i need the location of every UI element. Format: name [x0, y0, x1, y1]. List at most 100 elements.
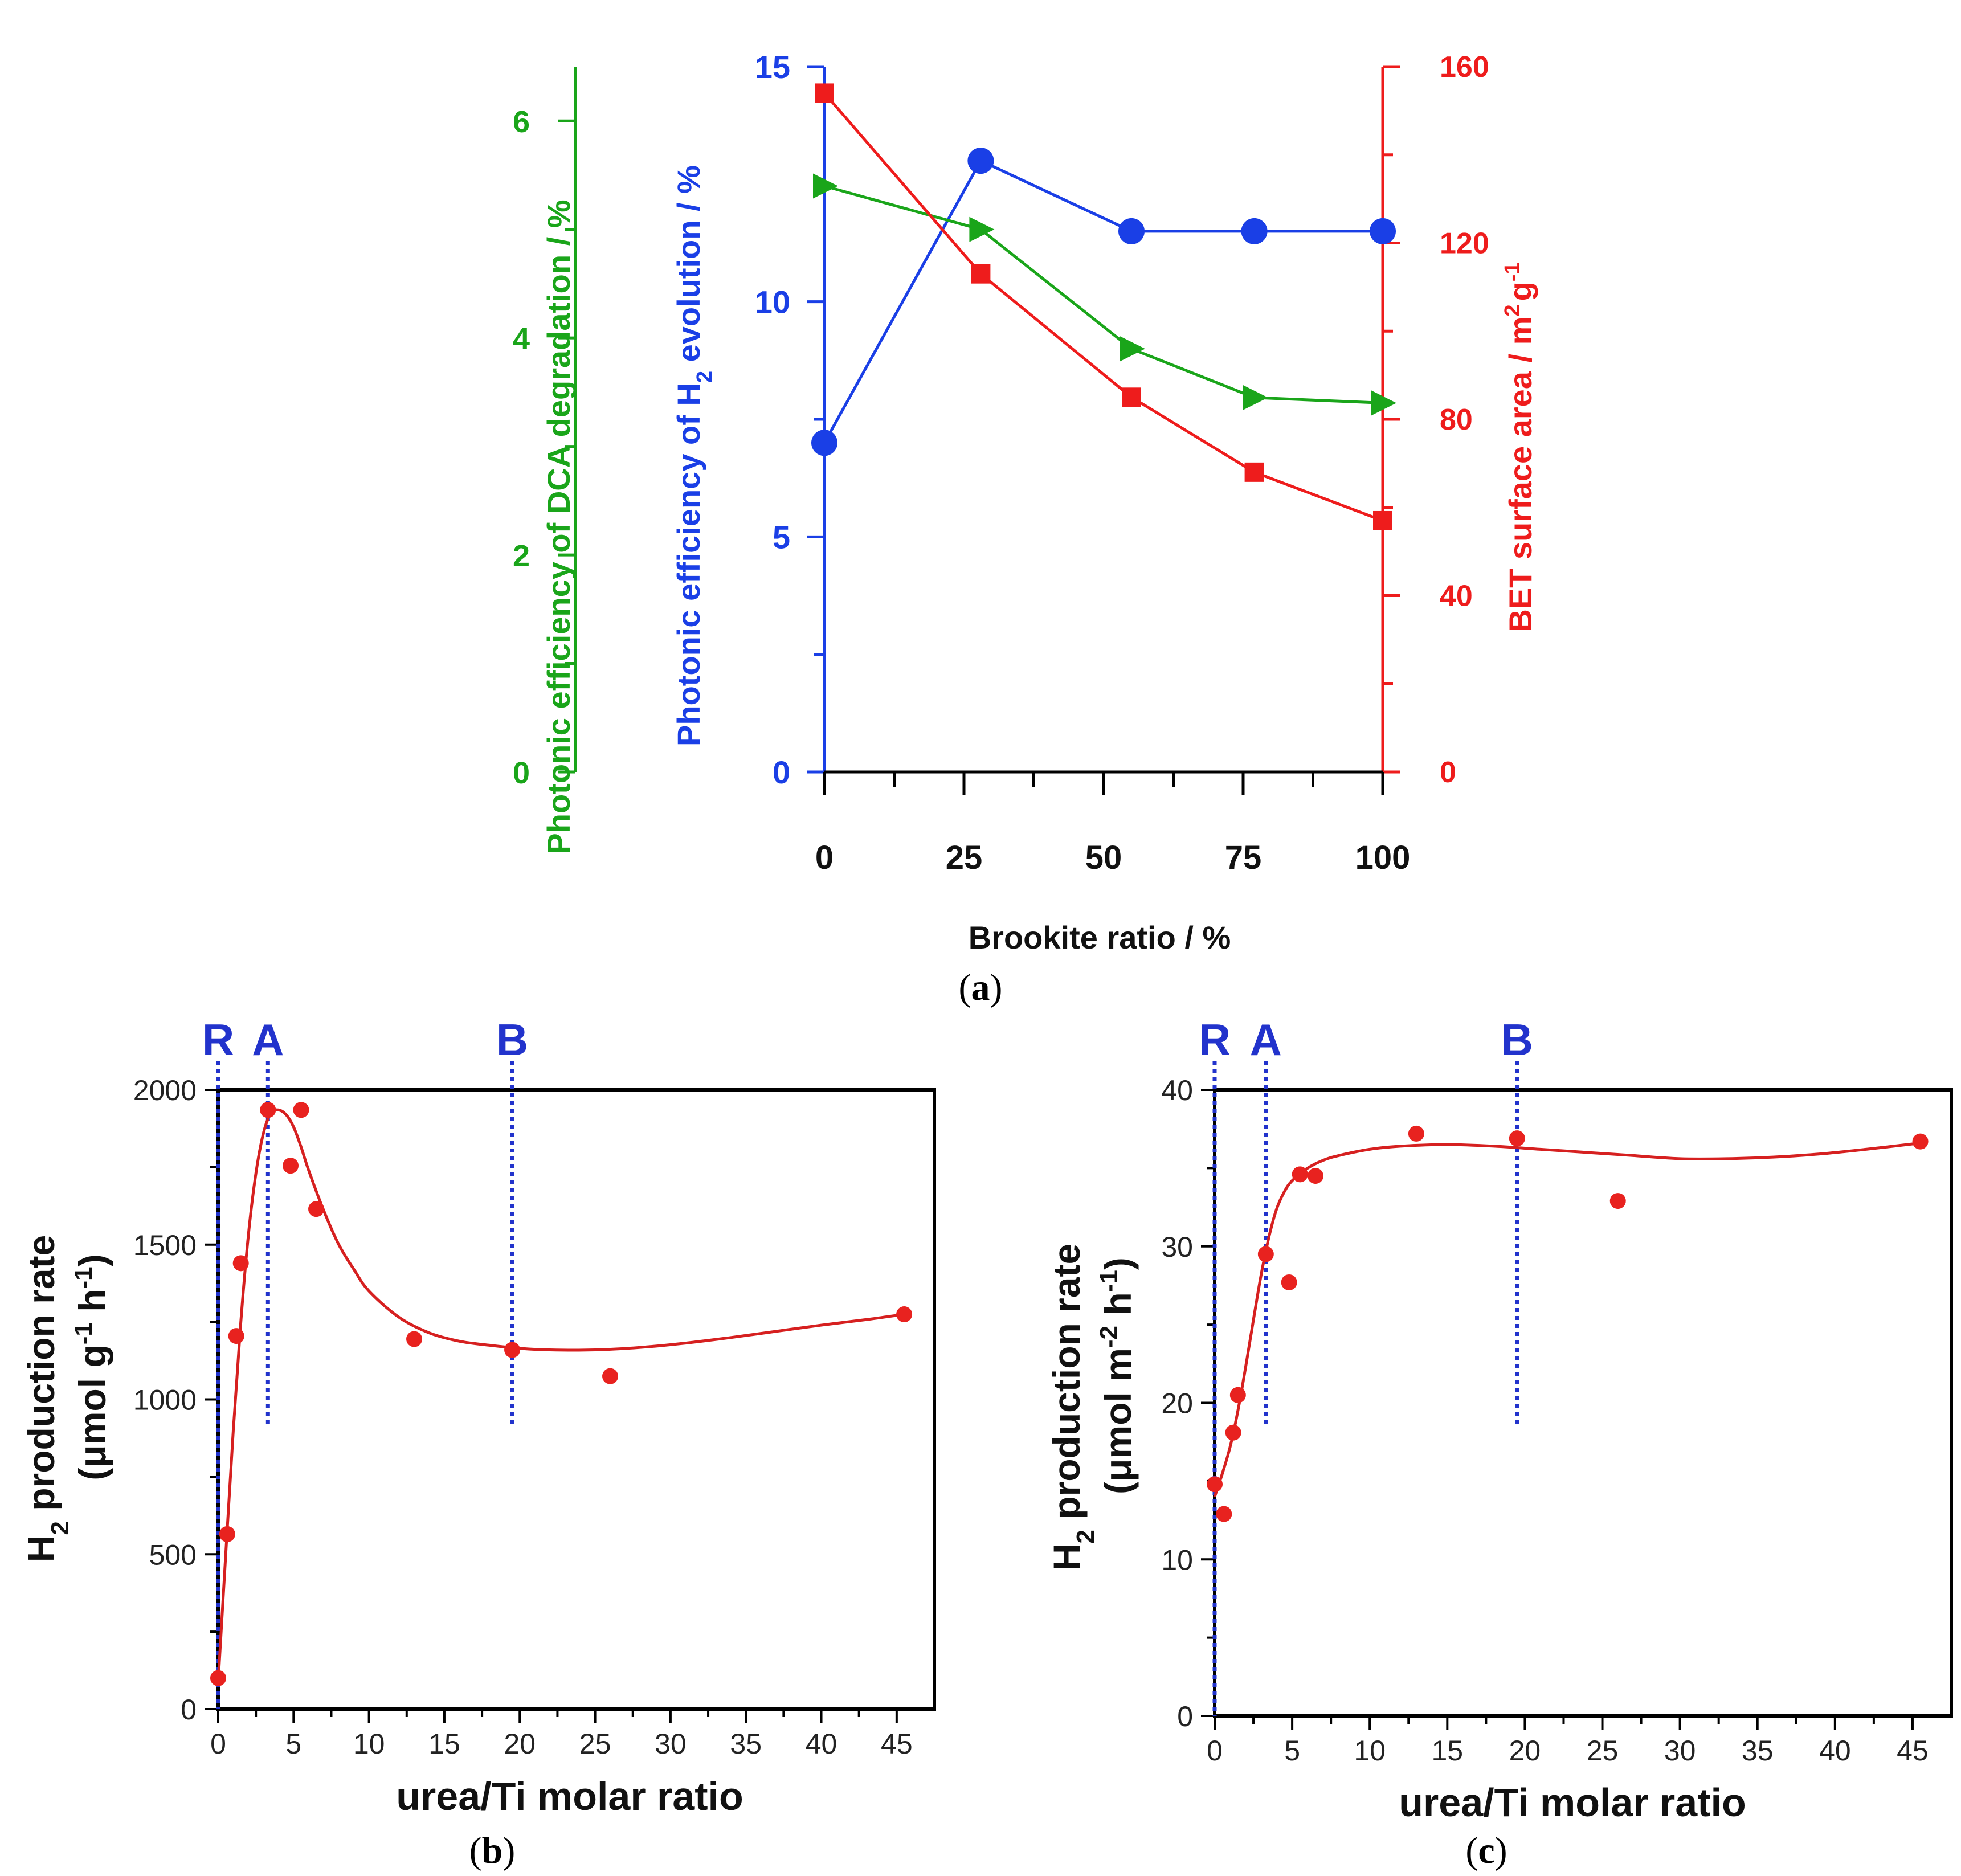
b-fit-curve [216, 1108, 905, 1682]
panel-b-y-unit-mid: h [71, 1289, 113, 1322]
b-x-tick-label: 45 [881, 1728, 913, 1760]
dca-series-point [1120, 336, 1145, 362]
c-x-tick-label: 30 [1664, 1735, 1696, 1767]
c-data-point [1229, 1387, 1246, 1403]
panel-c-letter: c [1478, 1830, 1494, 1871]
c-x-tick-label: 45 [1897, 1735, 1929, 1767]
b-data-point [308, 1201, 325, 1217]
brookite-x-tick-label: 100 [1355, 839, 1411, 876]
b-data-point [896, 1306, 913, 1323]
panel-b-y-unit: (μmol g-1 h-1) [70, 1254, 114, 1480]
c-data-point [1912, 1133, 1929, 1150]
dca-tick-label: 2 [513, 539, 530, 573]
h2-series-point [811, 430, 837, 456]
panel-b-y-label: H2 production rate [20, 1235, 74, 1563]
b-x-tick-label: 40 [806, 1728, 837, 1760]
bet-tick-label: 80 [1440, 403, 1473, 436]
panel-c-y-unit-main: (μmol m [1097, 1348, 1139, 1494]
c-fit-curve [1213, 1141, 1921, 1498]
panel-c-y-unit-end: ) [1097, 1257, 1139, 1270]
h2-axis-label-sub: 2 [693, 371, 717, 383]
panel-a-chart: 0 2 4 6 0 5 10 15 0 40 80 120 160 0 25 50 75 100 Photo… [513, 49, 1538, 1008]
h2-axis: 0 5 10 15 [755, 49, 826, 790]
panel-a-label: (a) [959, 967, 1003, 1008]
panel-a-letter: a [971, 967, 990, 1008]
c-x-tick-label: 0 [1207, 1735, 1223, 1767]
h2-tick-label: 5 [773, 519, 790, 555]
dca-series-point [1371, 390, 1396, 416]
panel-b-y-label-tail: production rate [20, 1235, 62, 1521]
panel-b-label: (b) [469, 1830, 516, 1871]
brookite-x-tick-label: 75 [1225, 839, 1262, 876]
c-data-point [1509, 1130, 1525, 1147]
panel-c-axes: 0 10 20 30 40 0 5 10 15 20 25 30 35 40 45 [1161, 1074, 1928, 1767]
h2-axis-label-main: Photonic efficiency of H [671, 383, 706, 746]
c-phase-marker-label: A [1250, 1015, 1282, 1065]
bet-series-point [815, 83, 834, 103]
bet-tick-label: 40 [1440, 580, 1473, 613]
dca-tick-label: 0 [513, 756, 530, 790]
brookite-x-tick-label: 0 [815, 839, 834, 876]
panel-b-y-unit-end: ) [71, 1254, 113, 1266]
c-data-point [1307, 1168, 1323, 1184]
panel-c-y-label-main: H [1045, 1544, 1088, 1571]
b-data-point [602, 1368, 619, 1384]
h2-tick-label: 0 [773, 754, 790, 790]
b-x-tick-label: 30 [655, 1728, 687, 1760]
c-y-tick-label: 20 [1161, 1388, 1193, 1420]
panel-c-points [1207, 1125, 1929, 1522]
panel-b-points [210, 1102, 913, 1686]
bet-axis-label-mid: g [1502, 281, 1538, 301]
b-data-point [232, 1255, 249, 1272]
panel-b-y-unit-main: (μmol g [71, 1344, 113, 1480]
c-y-tick-label: 40 [1161, 1074, 1193, 1106]
c-data-point [1216, 1506, 1232, 1522]
brookite-x-axis: 0 25 50 75 100 [815, 770, 1411, 876]
panel-b-y-unit-sup1: -1 [70, 1322, 97, 1344]
panel-b-letter: b [482, 1830, 503, 1871]
panel-b-axes: 0 500 1000 1500 2000 0 5 10 15 20 25 30 35 40 45 [133, 1074, 913, 1760]
panel-c-x-label: urea/Ti molar ratio [1399, 1780, 1746, 1825]
bet-series-point [1244, 462, 1264, 482]
c-x-tick-label: 20 [1509, 1735, 1541, 1767]
b-y-tick-label: 0 [181, 1694, 197, 1726]
c-x-tick-label: 35 [1742, 1735, 1774, 1767]
c-phase-marker-label: B [1501, 1015, 1533, 1065]
panel-b-frame [216, 1088, 936, 1711]
bet-tick-label: 160 [1440, 51, 1489, 84]
b-data-point [228, 1328, 244, 1344]
panel-c-frame [1213, 1088, 1953, 1718]
c-x-tick-label: 15 [1432, 1735, 1464, 1767]
dca-tick-label: 4 [513, 322, 530, 356]
bet-tick-label: 0 [1440, 756, 1456, 789]
b-data-point [406, 1331, 423, 1347]
h2-series-point [1370, 218, 1396, 244]
b-x-tick-label: 0 [210, 1728, 226, 1760]
h2-axis-label: Photonic efficiency of H2 evolution / % [671, 165, 717, 746]
b-data-point [260, 1102, 276, 1118]
panel-c-y-unit-mid: h [1097, 1292, 1139, 1326]
c-data-point [1257, 1246, 1274, 1262]
panel-c-y-label-tail: production rate [1045, 1244, 1088, 1530]
bet-axis-label-sup1: 2 [1501, 304, 1525, 316]
dca-axis: 0 2 4 6 [513, 67, 577, 790]
h2-tick-label: 15 [755, 49, 790, 85]
c-y-tick-label: 0 [1177, 1701, 1193, 1732]
h2-series-point [1241, 218, 1268, 244]
c-phase-marker-label: R [1199, 1015, 1231, 1065]
b-y-tick-label: 2000 [133, 1074, 197, 1106]
dca-axis-label: Photonic efficiency of DCA degradation /… [541, 199, 577, 854]
b-phase-marker-label: R [202, 1015, 234, 1065]
bet-axis-label-sup2: -1 [1501, 262, 1525, 281]
c-data-point [1225, 1424, 1241, 1441]
b-x-tick-label: 15 [428, 1728, 460, 1760]
panel-a-series [811, 83, 1396, 530]
panel-b-x-label: urea/Ti molar ratio [396, 1774, 743, 1818]
c-data-point [1408, 1125, 1424, 1142]
panel-c-y-unit-sup1: -2 [1095, 1326, 1123, 1348]
b-data-point [293, 1102, 309, 1118]
